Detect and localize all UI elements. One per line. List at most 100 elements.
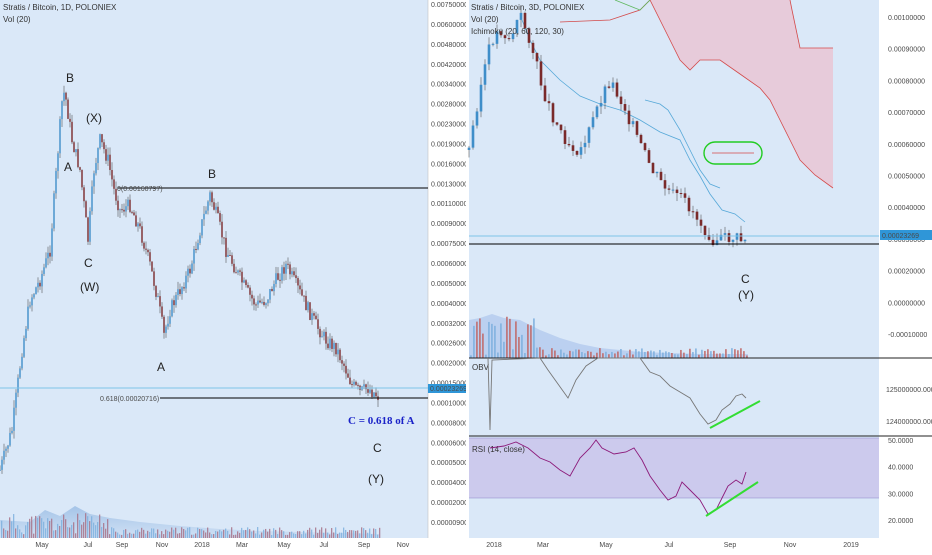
- candle-body: [283, 267, 285, 274]
- candle-body: [29, 305, 31, 307]
- volume-bar: [503, 341, 505, 358]
- volume-bar: [193, 534, 195, 538]
- left-price-tick: 0.00004000: [431, 480, 468, 487]
- candle-body: [719, 234, 723, 241]
- candle-body: [99, 134, 101, 149]
- right-time-axis[interactable]: [469, 538, 879, 550]
- candle-body: [723, 233, 727, 235]
- volume-bar: [339, 532, 341, 538]
- volume-bar: [716, 353, 718, 358]
- volume-bar: [710, 351, 712, 358]
- volume-bar: [153, 528, 155, 538]
- rsi-trendline[interactable]: [705, 481, 759, 517]
- volume-bar: [41, 518, 43, 538]
- volume-bar: [167, 530, 169, 538]
- candle-body: [25, 328, 27, 339]
- volume-bar: [527, 324, 529, 358]
- candle-body: [595, 106, 599, 118]
- volume-bar: [476, 321, 478, 358]
- ellipse-annotation[interactable]: [703, 141, 763, 165]
- candle-body: [3, 450, 5, 460]
- candle-body: [205, 210, 207, 214]
- candle-body: [627, 110, 631, 125]
- right-price-tick: 0.00050000: [888, 174, 925, 181]
- volume-bar: [349, 530, 351, 538]
- candle-body: [249, 287, 251, 295]
- candle-body: [695, 211, 699, 220]
- left-price-tick: 0.00000900: [431, 520, 468, 527]
- right-price-axis[interactable]: [879, 0, 932, 550]
- candle-body: [635, 121, 639, 135]
- volume-bar: [301, 534, 303, 538]
- right-price-tick: 0.00040000: [888, 205, 925, 212]
- volume-bar: [19, 529, 21, 538]
- candle-body: [367, 389, 369, 393]
- candle-body: [309, 302, 311, 320]
- volume-bar: [375, 528, 377, 538]
- left-plot-area[interactable]: [0, 0, 428, 538]
- candle-body: [61, 101, 63, 120]
- candle-body: [245, 280, 247, 286]
- left-header-vol: Vol (20): [3, 15, 31, 24]
- volume-bar: [241, 527, 243, 538]
- volume-bar: [189, 527, 191, 538]
- candle-body: [277, 273, 279, 280]
- volume-bar: [379, 527, 381, 538]
- volume-bar: [285, 534, 287, 538]
- volume-bar: [137, 529, 139, 538]
- right-time-labels: 2018 Mar May Jul Sep Nov 2019: [486, 542, 859, 549]
- candle-body: [531, 42, 535, 53]
- volume-bar: [299, 531, 301, 538]
- candle-body: [159, 296, 161, 307]
- volume-bar: [329, 534, 331, 538]
- candle-body: [255, 304, 257, 306]
- volume-bar: [243, 530, 245, 538]
- volume-bar: [530, 325, 532, 358]
- candle-body: [181, 287, 183, 295]
- candle-body: [141, 226, 143, 243]
- volume-bar: [145, 533, 147, 538]
- candle-body: [475, 111, 479, 126]
- left-time-tick: Nov: [397, 542, 410, 549]
- volume-bar: [686, 354, 688, 358]
- candle-body: [243, 280, 245, 283]
- volume-bar: [263, 529, 265, 538]
- volume-bar: [125, 529, 127, 538]
- candle-body: [743, 239, 747, 242]
- candle-body: [211, 192, 213, 203]
- volume-bar: [608, 354, 610, 358]
- volume-bar: [668, 352, 670, 358]
- left-price-tick: 0.00600000: [431, 22, 468, 29]
- volume-bar: [73, 522, 75, 538]
- volume-bar: [359, 533, 361, 538]
- volume-bar: [319, 529, 321, 538]
- candle-body: [567, 143, 571, 146]
- candle-body: [13, 407, 15, 431]
- volume-bar: [560, 349, 562, 358]
- volume-bar: [623, 355, 625, 358]
- left-time-axis[interactable]: [0, 538, 466, 550]
- candle-body: [603, 86, 607, 103]
- obv-trendline[interactable]: [709, 400, 761, 429]
- obv-tick: 125000000.0000: [886, 387, 932, 394]
- volume-bar: [9, 517, 11, 538]
- candle-body: [97, 148, 99, 164]
- candle-body: [17, 377, 19, 393]
- volume-bar: [33, 533, 35, 538]
- candle-body: [271, 288, 273, 292]
- candle-body: [239, 270, 241, 272]
- candle-body: [357, 384, 359, 386]
- volume-bar: [27, 521, 29, 538]
- candle-body: [707, 235, 711, 240]
- candle-body: [45, 258, 47, 268]
- candle-body: [139, 223, 141, 227]
- volume-bar: [317, 532, 319, 538]
- candle-body: [371, 389, 373, 397]
- wave-a-top: A: [64, 160, 72, 174]
- candle-body: [177, 289, 179, 295]
- candle-body: [83, 187, 85, 202]
- left-price-axis[interactable]: [428, 0, 466, 550]
- right-time-tick: May: [599, 542, 613, 549]
- candle-body: [201, 219, 203, 236]
- volume-bar: [365, 530, 367, 538]
